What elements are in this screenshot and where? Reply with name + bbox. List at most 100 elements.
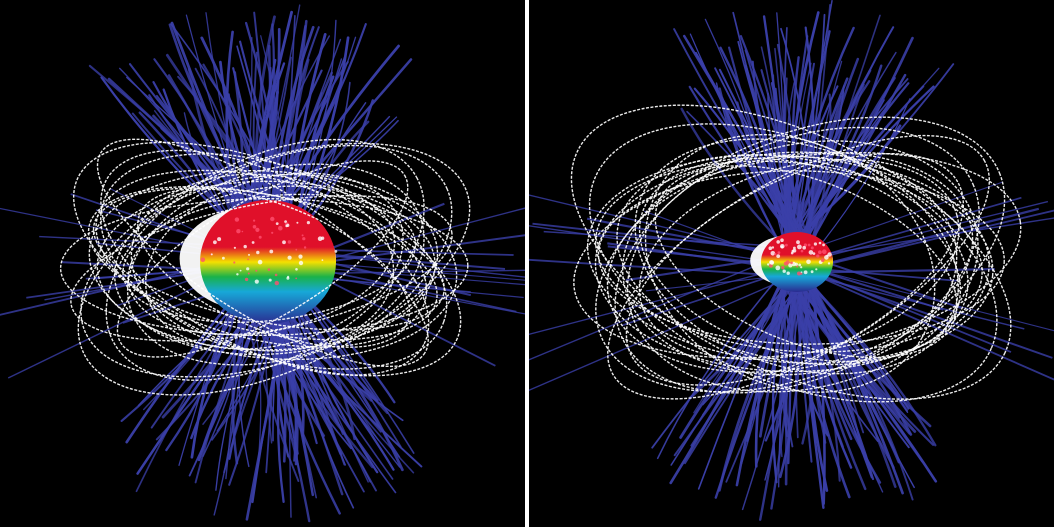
closed-field-loop xyxy=(614,126,980,394)
surface-spot xyxy=(317,236,323,241)
surface-spot xyxy=(251,241,255,244)
open-field-line xyxy=(796,217,1054,260)
surface-spot xyxy=(303,246,307,249)
open-field-line xyxy=(790,85,845,248)
surface-spot xyxy=(246,267,250,271)
surface-spot xyxy=(818,241,822,245)
surface-spot xyxy=(777,251,781,255)
surface-spot xyxy=(241,230,244,233)
surface-spot xyxy=(813,242,817,246)
open-field-line xyxy=(796,264,1054,332)
surface-spot xyxy=(786,271,790,275)
closed-field-loop xyxy=(621,151,958,376)
open-field-line xyxy=(796,266,1054,381)
surface-spot xyxy=(793,246,796,250)
open-field-line xyxy=(529,258,798,278)
surface-spot xyxy=(767,263,770,266)
surface-spot xyxy=(247,258,250,261)
open-field-line xyxy=(669,272,787,485)
open-field-line xyxy=(754,273,788,468)
star-surface xyxy=(179,200,338,324)
surface-spot xyxy=(287,240,292,244)
closed-field-loop xyxy=(145,172,404,350)
surface-spot xyxy=(780,245,784,249)
surface-spot xyxy=(803,243,807,247)
surface-spot xyxy=(271,231,274,234)
surface-spot xyxy=(239,269,242,272)
surface-spot xyxy=(826,254,829,257)
closed-field-loop xyxy=(113,173,439,356)
open-field-line xyxy=(796,200,1049,264)
open-field-line xyxy=(796,209,1054,273)
surface-spot xyxy=(234,217,240,222)
surface-spot xyxy=(210,253,213,256)
surface-spot xyxy=(800,271,803,274)
left-panel xyxy=(0,0,525,527)
surface-spot xyxy=(768,246,773,250)
closed-field-loop xyxy=(96,138,429,368)
closed-field-loop xyxy=(92,187,445,331)
closed-field-loop xyxy=(88,169,458,361)
open-field-line xyxy=(796,274,851,499)
surface-spot xyxy=(818,250,822,255)
closed-field-loop xyxy=(95,169,428,348)
open-field-line xyxy=(800,14,881,247)
open-field-line xyxy=(799,275,841,482)
surface-spot xyxy=(785,243,788,247)
surface-spot xyxy=(820,258,825,263)
surface-spot xyxy=(770,251,776,256)
closed-field-loop xyxy=(570,104,1012,400)
open-field-line xyxy=(740,272,788,465)
surface-spot xyxy=(253,219,256,222)
surface-spot xyxy=(800,266,803,269)
surface-spot xyxy=(252,225,257,229)
right-panel xyxy=(529,0,1054,527)
star-body xyxy=(200,200,336,324)
open-field-line xyxy=(788,67,940,250)
surface-spot xyxy=(254,279,259,284)
surface-spot xyxy=(233,261,236,264)
surface-spot xyxy=(268,278,272,282)
surface-spot xyxy=(808,250,814,255)
open-field-line xyxy=(529,247,798,361)
surface-spot xyxy=(797,271,801,276)
surface-spot xyxy=(816,254,820,258)
closed-field-loops xyxy=(570,104,1022,403)
surface-spot xyxy=(788,263,793,268)
surface-spot xyxy=(233,246,236,249)
surface-spot xyxy=(781,266,785,270)
closed-field-loop xyxy=(625,152,965,386)
closed-field-loop xyxy=(638,157,962,363)
surface-spot xyxy=(287,255,292,260)
surface-spot xyxy=(298,260,304,266)
surface-spot xyxy=(247,272,250,275)
closed-field-loop xyxy=(597,170,1005,345)
surface-spot xyxy=(287,275,290,278)
surface-spot xyxy=(306,221,310,225)
closed-field-loop xyxy=(606,151,974,373)
surface-spot xyxy=(275,222,279,226)
surface-spot xyxy=(236,273,239,276)
surface-spot xyxy=(255,227,260,232)
surface-spot xyxy=(278,225,283,231)
closed-field-loop xyxy=(654,165,958,359)
closed-field-loop xyxy=(634,138,959,375)
surface-spot xyxy=(775,265,781,271)
surface-spot xyxy=(270,216,275,222)
surface-spot xyxy=(244,277,249,282)
open-field-line xyxy=(684,275,810,465)
surface-spot xyxy=(776,254,781,258)
surface-spot xyxy=(222,256,225,260)
surface-spot xyxy=(284,220,287,224)
open-field-line xyxy=(680,107,789,251)
closed-field-loop xyxy=(126,163,425,366)
surface-spot xyxy=(798,263,802,267)
closed-field-loop xyxy=(595,116,1006,393)
closed-field-loop xyxy=(644,133,936,393)
open-field-line xyxy=(805,272,904,495)
surface-spot xyxy=(321,259,324,261)
closed-field-loop xyxy=(137,188,411,348)
open-field-line xyxy=(796,181,1004,255)
surface-spot xyxy=(780,238,784,242)
surface-spot xyxy=(217,237,222,242)
